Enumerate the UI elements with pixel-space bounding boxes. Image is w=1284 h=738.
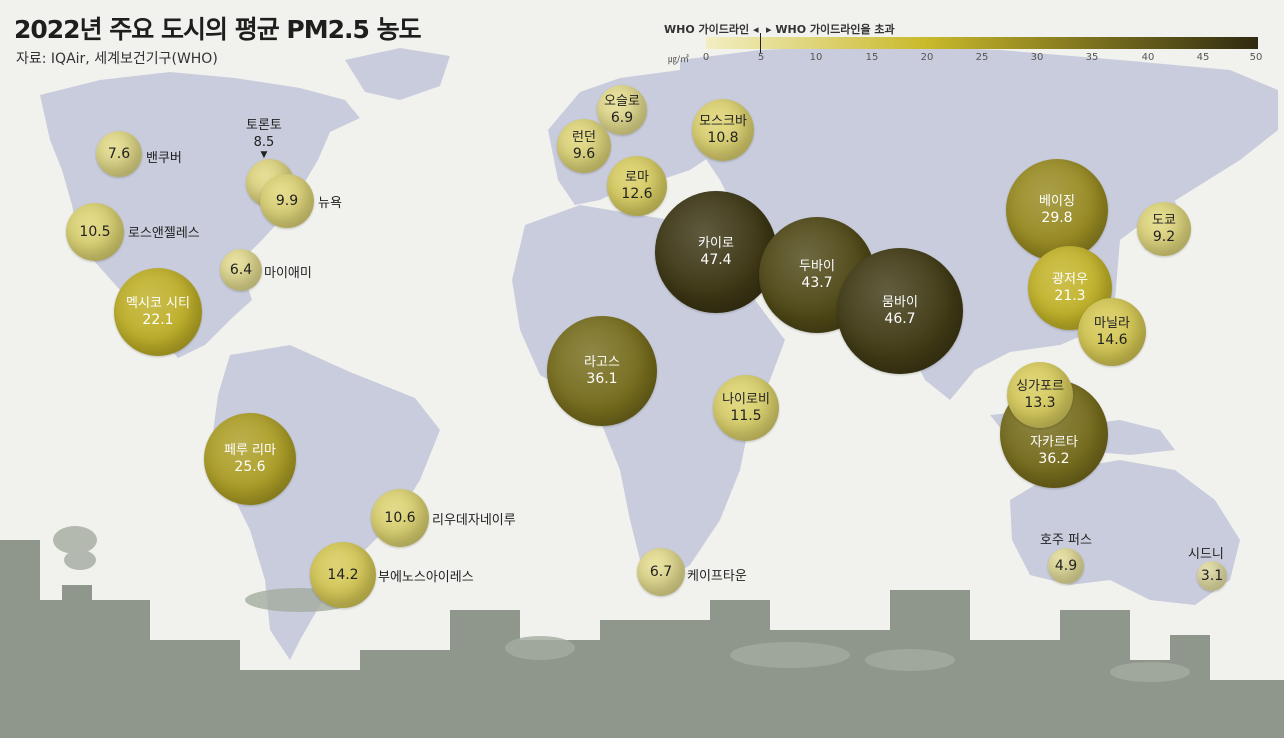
asia bbox=[680, 45, 1278, 400]
scale-tick: 50 bbox=[1249, 52, 1263, 63]
scale-tick: 40 bbox=[1141, 52, 1155, 63]
city-bubble-perth: 4.9 bbox=[1048, 548, 1084, 584]
city-bubble-lima: 페루 리마 25.6 bbox=[204, 413, 296, 505]
city-bubble-beijing: 베이징 29.8 bbox=[1006, 159, 1108, 261]
city-label: 로스앤젤레스 bbox=[128, 226, 200, 241]
city-bubble-buenosaires: 14.2 bbox=[310, 542, 376, 608]
city-label: 토론토 bbox=[246, 118, 282, 133]
guideline-below-label: WHO 가이드라인 ◂ bbox=[664, 23, 759, 36]
chart-title: 2022년 주요 도시의 평균 PM2.5 농도 bbox=[14, 15, 422, 44]
city-bubble-oslo: 오슬로 6.9 bbox=[597, 85, 647, 135]
city-bubble-losangeles: 10.5 bbox=[66, 203, 124, 261]
scale-tick: 35 bbox=[1085, 52, 1099, 63]
city-label: 케이프타운 bbox=[687, 569, 747, 584]
city-value: 8.5 bbox=[253, 135, 275, 150]
scale-tick: 0 bbox=[702, 52, 710, 63]
scale-tick: 15 bbox=[865, 52, 879, 63]
scale-tick: 30 bbox=[1030, 52, 1044, 63]
city-bubble-moscow: 모스크바 10.8 bbox=[692, 99, 754, 161]
industrial-skyline bbox=[0, 540, 1284, 738]
city-bubble-manila: 마닐라 14.6 bbox=[1078, 298, 1146, 366]
city-bubble-tokyo: 도쿄 9.2 bbox=[1137, 202, 1191, 256]
guideline-above-label: ▸ WHO 가이드라인을 초과 bbox=[766, 23, 895, 36]
greenland bbox=[345, 48, 450, 100]
color-gradient-bar bbox=[706, 37, 1258, 49]
scale-tick: 5 bbox=[757, 52, 765, 63]
toronto-callout: 토론토 8.5 ▼ bbox=[246, 117, 282, 160]
city-bubble-sydney: 3.1 bbox=[1197, 561, 1227, 591]
city-label: 마이애미 bbox=[264, 266, 312, 281]
city-bubble-mumbai: 뭄바이 46.7 bbox=[837, 248, 963, 374]
city-bubble-vancouver: 7.6 bbox=[96, 131, 142, 177]
scale-tick: 10 bbox=[809, 52, 823, 63]
city-bubble-lagos: 라고스 36.1 bbox=[547, 316, 657, 426]
city-label: 시드니 bbox=[1188, 547, 1224, 562]
who-guideline-marker bbox=[760, 33, 761, 53]
source-note: 자료: IQAir, 세계보건기구(WHO) bbox=[16, 51, 218, 67]
city-bubble-singapore: 싱가포르 13.3 bbox=[1007, 362, 1073, 428]
city-bubble-cairo: 카이로 47.4 bbox=[655, 191, 777, 313]
scale-tick: 20 bbox=[920, 52, 934, 63]
pointer-arrow-icon: ▼ bbox=[260, 150, 268, 160]
city-bubble-nairobi: 나이로비 11.5 bbox=[713, 375, 779, 441]
scale-unit: ㎍/㎥ bbox=[668, 55, 690, 65]
city-bubble-newyork: 9.9 bbox=[260, 174, 314, 228]
city-label: 호주 퍼스 bbox=[1040, 533, 1092, 548]
city-bubble-rome: 로마 12.6 bbox=[607, 156, 667, 216]
city-bubble-capetown: 6.7 bbox=[637, 548, 685, 596]
city-label: 부에노스아이레스 bbox=[378, 570, 474, 585]
city-label: 뉴욕 bbox=[318, 196, 342, 211]
city-label: 밴쿠버 bbox=[146, 151, 182, 166]
city-bubble-mexicocity: 멕시코 시티 22.1 bbox=[114, 268, 202, 356]
scale-tick: 25 bbox=[975, 52, 989, 63]
city-label: 리우데자네이루 bbox=[432, 513, 516, 528]
city-bubble-miami: 6.4 bbox=[220, 249, 262, 291]
smoke bbox=[53, 526, 1190, 682]
scale-tick: 45 bbox=[1196, 52, 1210, 63]
city-bubble-rio: 10.6 bbox=[371, 489, 429, 547]
city-bubble-london: 런던 9.6 bbox=[557, 119, 611, 173]
color-scale-legend: WHO 가이드라인 ◂ ▸ WHO 가이드라인을 초과 ㎍/㎥ 0 5 10 1… bbox=[664, 18, 1270, 78]
